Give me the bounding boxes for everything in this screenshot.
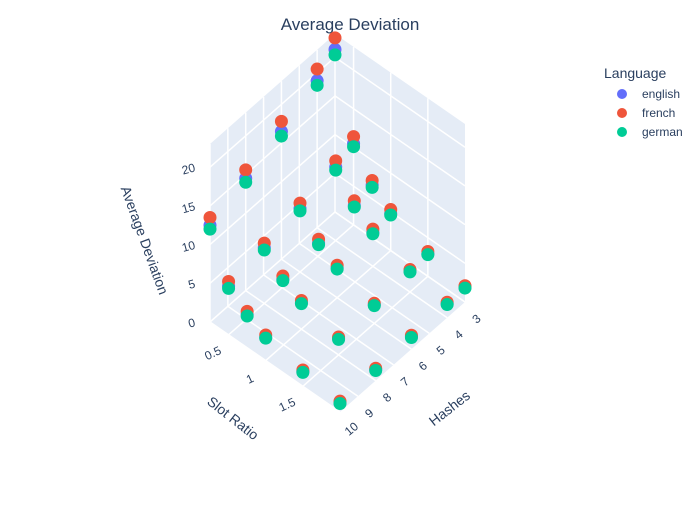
data-point [365,180,379,194]
data-point [259,331,273,345]
x-axis-title: Slot Ratio [204,393,262,443]
data-point [310,78,324,92]
data-point [404,331,418,345]
data-point [369,364,383,378]
data-point [367,299,381,313]
points [203,31,472,410]
legend-marker [617,127,627,137]
data-point [294,297,308,311]
data-point [366,227,380,241]
data-point [222,281,236,295]
data-point [310,62,324,76]
data-point [274,114,288,128]
grid-line [265,250,392,362]
z-tick-label: 5 [187,277,197,292]
legend-marker [617,89,627,99]
data-point [276,274,290,288]
data-point [330,262,344,276]
data-point [203,222,217,236]
grid-line [263,274,394,366]
grid-line [209,321,341,413]
data-point [203,211,217,225]
data-point [421,248,435,262]
data-point [332,332,346,346]
grid-line [334,95,466,187]
legend-label: german [642,125,683,139]
legend-label: english [642,87,680,101]
data-point [293,204,307,218]
z-tick-label: 20 [180,161,197,178]
grid-line [209,211,336,323]
data-point [274,129,288,143]
grid-line [209,172,336,284]
data-point [329,163,343,177]
grid-line [209,134,336,246]
grid-line [334,56,466,148]
z-tick-label: 10 [180,238,197,255]
data-point [403,265,417,279]
y-tick-label: 3 [469,311,483,326]
grid-line [334,172,466,264]
grid-line [302,275,429,387]
data-point [347,130,361,144]
data-point [440,298,454,312]
y-tick-label: 9 [362,406,376,421]
data-point [333,396,347,410]
x-tick-label: 1.5 [277,395,298,415]
back-wall-y [210,34,335,322]
y-tick-label: 6 [416,358,430,373]
legend-label: french [642,106,675,120]
y-tick-label: 10 [342,419,361,439]
back-wall-x [335,34,465,302]
data-point [347,200,361,214]
legend-marker [617,108,627,118]
y-tick-label: 5 [434,343,448,358]
x-tick-label: 1 [244,371,256,387]
z-tick-label: 15 [180,199,197,216]
y-tick-label: 8 [380,390,394,405]
z-axis-title: Average Deviation [118,184,172,297]
grid-line [334,211,466,303]
legend-title: Language [604,65,667,81]
y-tick-label: 4 [452,327,466,342]
data-point [328,48,342,62]
floor [210,212,465,412]
chart-title: Average Deviation [281,15,420,34]
data-point [239,163,253,177]
grid-line [245,289,377,382]
data-point [384,208,398,222]
data-point [257,243,271,257]
grid-line [209,95,336,207]
x-tick-label: 0.5 [202,343,223,363]
grid-line [316,227,448,319]
data-point [329,154,343,168]
data-point [240,309,254,323]
data-point [312,238,326,252]
data-point [239,175,253,189]
data-point [458,281,472,295]
y-axis-title: Hashes [426,387,473,429]
y-tick-label: 7 [398,374,412,389]
grid-line [298,242,430,335]
data-point [328,31,342,45]
data-point [347,140,361,154]
grid-line [281,258,412,350]
data-point [296,365,310,379]
z-tick-label: 0 [187,315,197,330]
